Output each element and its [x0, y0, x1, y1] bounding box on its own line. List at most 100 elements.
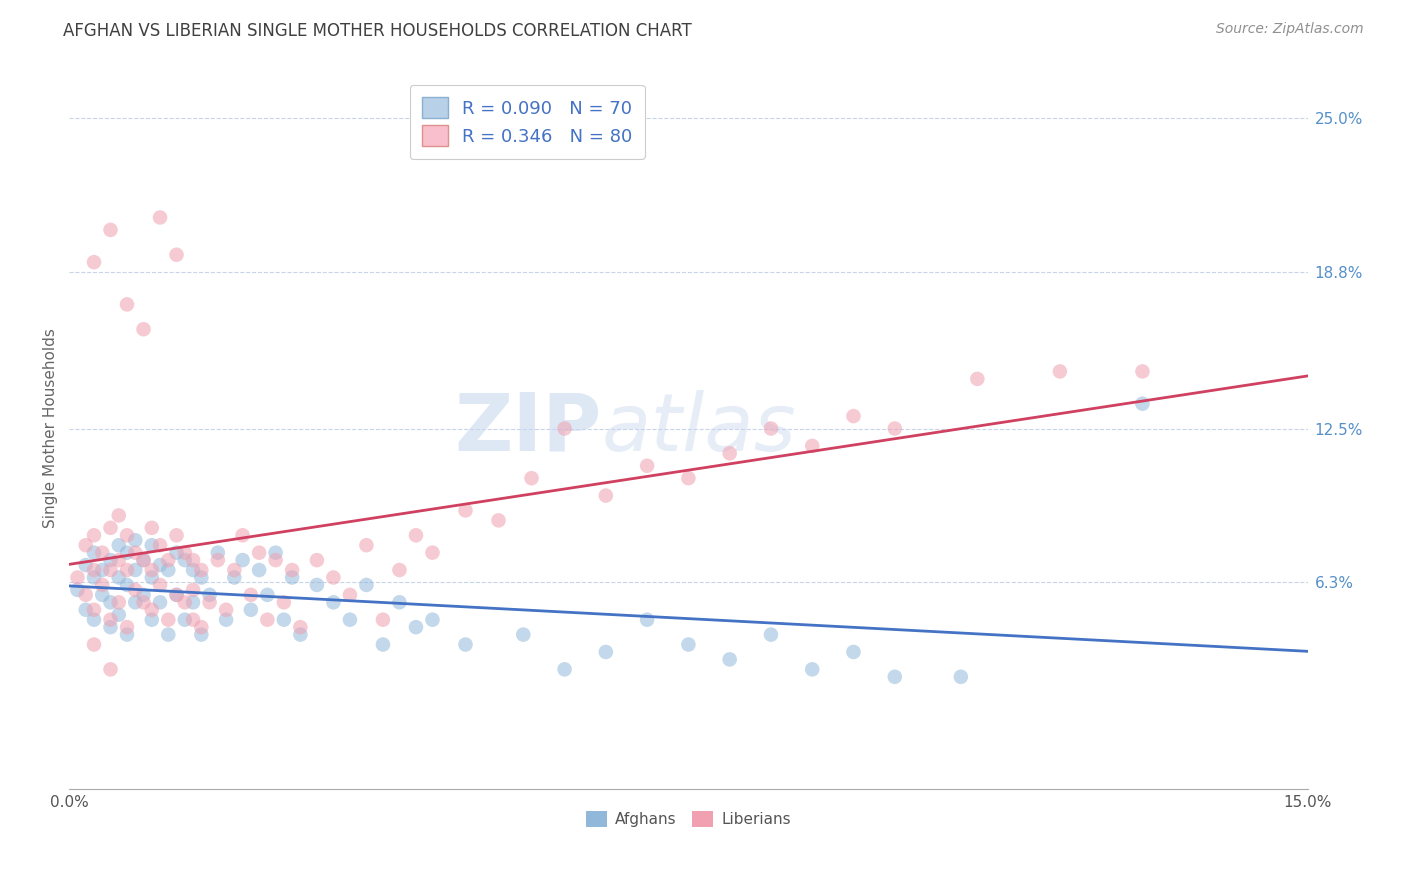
Text: ZIP: ZIP	[454, 390, 602, 467]
Point	[232, 553, 254, 567]
Point	[100, 595, 122, 609]
Point	[75, 538, 97, 552]
Point	[166, 528, 188, 542]
Point	[554, 421, 576, 435]
Point	[305, 553, 328, 567]
Point	[678, 471, 700, 485]
Point	[124, 595, 146, 609]
Point	[1132, 364, 1154, 378]
Point	[759, 421, 782, 435]
Point	[141, 613, 163, 627]
Point	[132, 553, 155, 567]
Point	[520, 471, 543, 485]
Point	[636, 458, 658, 473]
Point	[198, 595, 221, 609]
Point	[181, 563, 204, 577]
Point	[141, 603, 163, 617]
Point	[75, 558, 97, 572]
Point	[322, 595, 344, 609]
Point	[75, 588, 97, 602]
Point	[83, 255, 105, 269]
Point	[339, 588, 361, 602]
Point	[149, 578, 172, 592]
Point	[124, 533, 146, 548]
Point	[207, 546, 229, 560]
Point	[422, 546, 444, 560]
Text: atlas: atlas	[602, 390, 796, 467]
Point	[883, 421, 905, 435]
Point	[115, 528, 138, 542]
Point	[115, 620, 138, 634]
Point	[173, 613, 195, 627]
Point	[91, 578, 114, 592]
Point	[422, 613, 444, 627]
Point	[190, 620, 212, 634]
Point	[842, 409, 865, 423]
Point	[107, 607, 129, 622]
Point	[1132, 397, 1154, 411]
Text: Source: ZipAtlas.com: Source: ZipAtlas.com	[1216, 22, 1364, 37]
Point	[371, 613, 394, 627]
Point	[166, 588, 188, 602]
Point	[132, 595, 155, 609]
Point	[149, 595, 172, 609]
Point	[181, 613, 204, 627]
Point	[759, 627, 782, 641]
Point	[141, 521, 163, 535]
Point	[305, 578, 328, 592]
Point	[281, 563, 304, 577]
Point	[356, 538, 378, 552]
Point	[100, 662, 122, 676]
Point	[83, 546, 105, 560]
Point	[100, 223, 122, 237]
Point	[239, 603, 262, 617]
Point	[224, 570, 246, 584]
Point	[115, 627, 138, 641]
Point	[115, 563, 138, 577]
Point	[83, 613, 105, 627]
Y-axis label: Single Mother Households: Single Mother Households	[44, 328, 58, 528]
Point	[281, 570, 304, 584]
Point	[232, 528, 254, 542]
Point	[290, 627, 312, 641]
Point	[107, 538, 129, 552]
Point	[198, 588, 221, 602]
Point	[91, 588, 114, 602]
Point	[181, 595, 204, 609]
Point	[264, 546, 287, 560]
Point	[273, 613, 295, 627]
Point	[132, 322, 155, 336]
Point	[124, 582, 146, 597]
Point	[115, 578, 138, 592]
Point	[141, 563, 163, 577]
Point	[83, 638, 105, 652]
Point	[290, 620, 312, 634]
Point	[224, 563, 246, 577]
Point	[554, 662, 576, 676]
Point	[166, 248, 188, 262]
Point	[239, 588, 262, 602]
Point	[115, 297, 138, 311]
Point	[454, 638, 477, 652]
Point	[247, 546, 270, 560]
Point	[157, 553, 180, 567]
Point	[207, 553, 229, 567]
Point	[107, 595, 129, 609]
Point	[173, 553, 195, 567]
Point	[322, 570, 344, 584]
Point	[247, 563, 270, 577]
Point	[190, 627, 212, 641]
Point	[100, 563, 122, 577]
Point	[718, 652, 741, 666]
Point	[356, 578, 378, 592]
Point	[190, 563, 212, 577]
Point	[124, 546, 146, 560]
Point	[83, 603, 105, 617]
Point	[264, 553, 287, 567]
Point	[75, 603, 97, 617]
Point	[141, 538, 163, 552]
Point	[149, 538, 172, 552]
Point	[107, 508, 129, 523]
Point	[488, 513, 510, 527]
Point	[157, 563, 180, 577]
